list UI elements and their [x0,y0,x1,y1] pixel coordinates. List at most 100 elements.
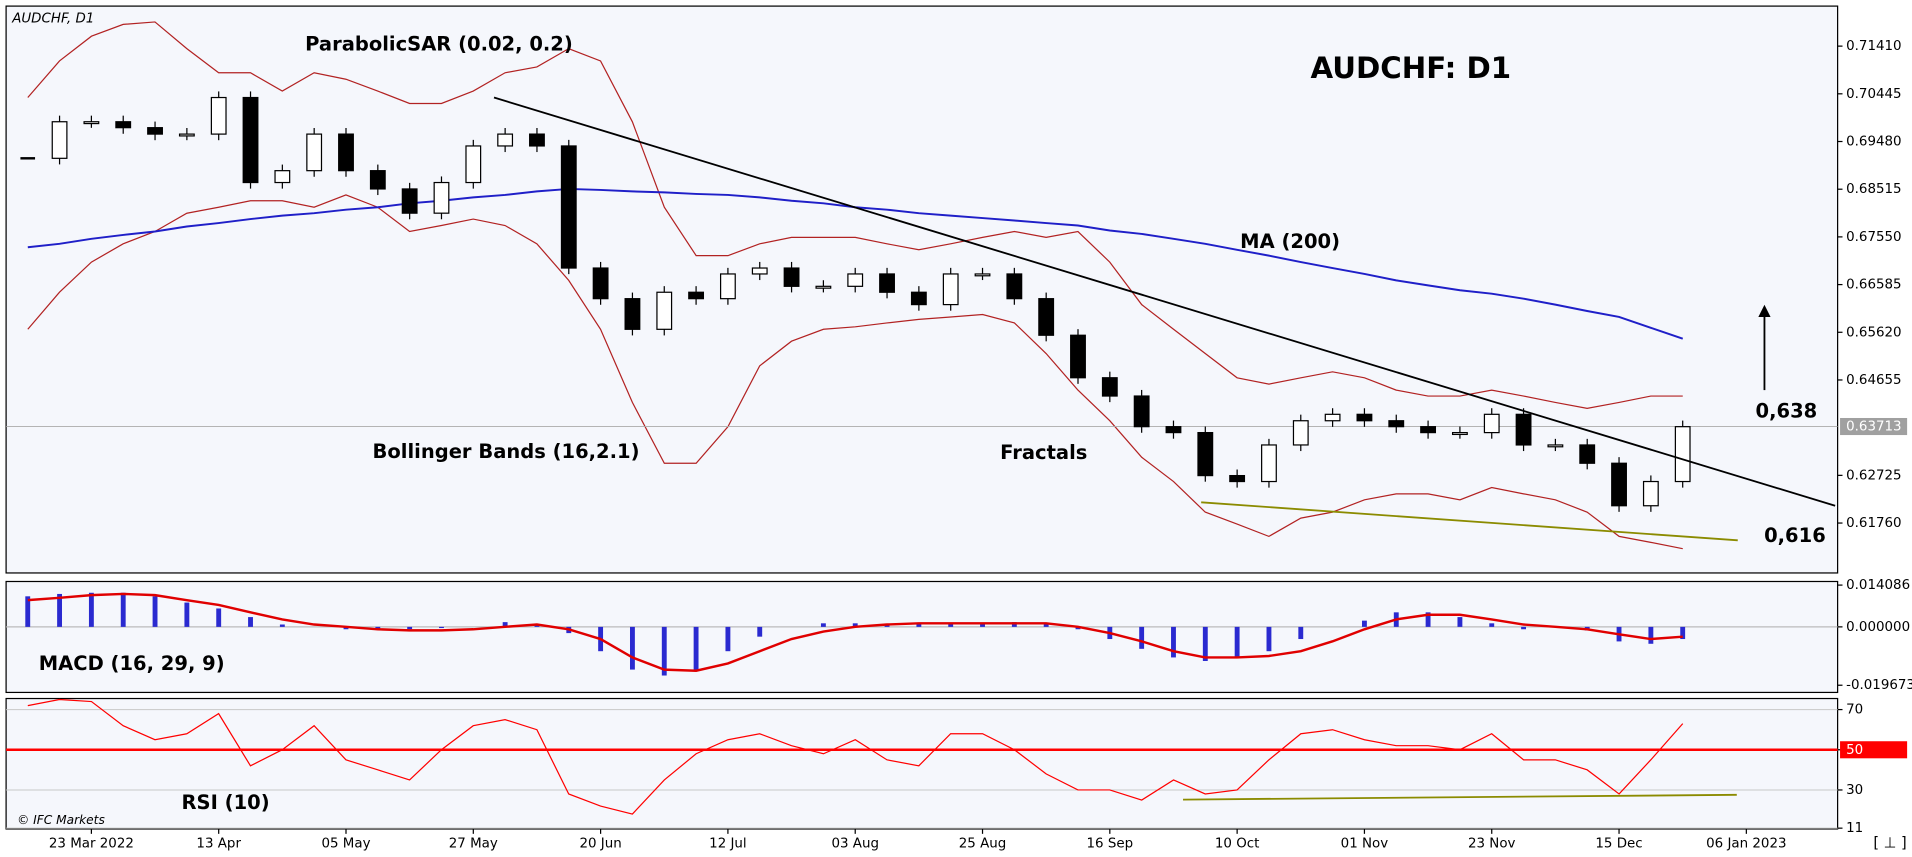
macd-bar [1171,626,1176,658]
candle [592,267,609,300]
y-tick-label: 0.61760 [1846,516,1901,531]
macd-bar [407,626,413,630]
candle [1674,426,1691,483]
candle [624,298,641,330]
ma-label: MA (200) [1240,230,1340,253]
candle [1165,426,1182,434]
candle [1451,431,1468,436]
candle [306,133,323,172]
candle [401,188,418,214]
candle [560,145,577,269]
macd-bar [1043,623,1049,627]
macd-bar [1648,626,1654,644]
fractals-label: Fractals [1000,441,1087,464]
macd-bar [1139,626,1145,649]
plot-layer: 0.61760 0.62725 0.64655 0.65620 0.66585 0.675… [6,21,1912,852]
macd-bar [439,626,444,629]
macd-bar [1425,612,1431,627]
target-label: 0,638 [1756,400,1818,423]
x-tick-label: 16 Sep [1087,837,1134,852]
macd-bar [693,626,699,670]
candle [369,170,386,190]
chart-title: AUDCHF: D1 [1311,51,1512,85]
trend-line [1201,501,1738,542]
rsi-label: RSI (10) [182,791,270,814]
macd-bar [1234,626,1240,658]
macd-label: MACD (16, 29, 9) [39,652,225,675]
y-tick-label: 0.67550 [1846,230,1901,245]
macd-bar [1266,626,1272,652]
x-tick-label: 03 Aug [831,837,879,852]
macd-bar [216,608,222,627]
y-tick-label: 11 [1846,821,1863,836]
candle [1579,444,1596,464]
candle [847,273,864,287]
candle [1642,480,1659,507]
candle [1038,298,1055,336]
candle [1101,377,1118,397]
candle [1356,413,1373,422]
x-tick-label: 23 Nov [1468,837,1516,852]
credit: © IFC Markets [17,813,105,827]
candle [688,291,705,300]
macd-bar [184,602,190,627]
ref-label-box [1840,741,1908,759]
macd-bar [852,623,858,627]
candle [942,273,959,306]
support-label: 0,616 [1764,524,1826,547]
candle [719,273,736,300]
x-tick-label: 01 Nov [1341,837,1389,852]
macd-bar [629,626,635,670]
candle [1261,444,1277,483]
candle [529,133,545,147]
macd-bar [375,626,381,630]
y-tick-label: 0.000000 [1846,620,1910,635]
y-tick-label: -0.019673 [1846,678,1912,693]
symbol-label: AUDCHF, D1 [11,11,94,26]
macd-bar [279,624,285,627]
x-tick-label: 23 Mar 2022 [49,837,134,852]
candle [1229,474,1246,483]
candle [433,181,450,214]
macd-bar [1298,626,1304,640]
corner-label: [ ⊥ ] [1873,835,1906,852]
macd-panel [5,580,1839,694]
x-tick-label: 27 May [449,837,498,852]
bollinger-label: Bollinger Bands (16,2.1) [373,440,640,463]
candle [1324,413,1341,422]
candle [465,145,482,184]
y-tick-label: 0.70445 [1846,87,1901,102]
signal-line [27,592,1683,672]
candle [1006,273,1023,300]
candle [51,121,68,159]
x-tick-label: 15 Dec [1595,837,1642,852]
y-tick-label: 0.64655 [1846,373,1901,388]
macd-bar [1680,626,1686,640]
candle [115,121,132,129]
candle [1611,462,1627,507]
candle [815,285,832,289]
y-tick-label: 0.68515 [1846,182,1901,197]
candle [974,273,991,277]
macd-bar [725,626,731,652]
x-tick-label: 06 Jan 2023 [1706,837,1786,852]
macd-bar [661,626,667,676]
macd-bar [916,624,922,627]
macd-bar [25,596,31,627]
y-tick-label: 70 [1846,703,1863,718]
arrow-head [1758,304,1771,317]
trend-line [493,96,1836,507]
macd-bar [57,593,63,627]
candle [83,121,100,125]
macd-bar [820,623,826,627]
candle [783,267,800,287]
rsi-panel [5,697,1839,830]
last-price-box [1840,417,1908,436]
x-tick-label: 13 Apr [196,837,241,852]
main-panel [5,5,1839,574]
candle [242,96,259,184]
candle [147,127,163,135]
x-tick-label: 10 Oct [1215,837,1260,852]
